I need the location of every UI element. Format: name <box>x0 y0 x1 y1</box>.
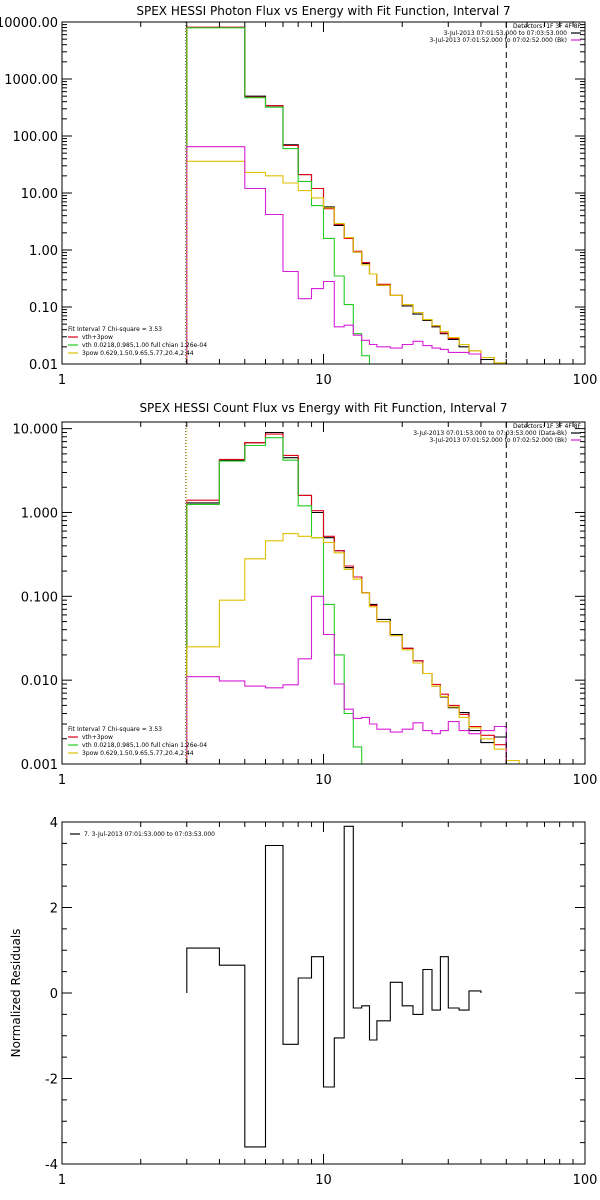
y-tick-label: 0.001 <box>21 758 58 773</box>
legend-header: Fit Interval 7 Chi-square = 3.53 <box>68 326 162 333</box>
legend-detectors-header: Detectors: 1F 3F 4F 8F <box>513 423 582 430</box>
y-tick-label: -2 <box>45 1073 58 1088</box>
legend: Fit Interval 7 Chi-square = 3.53vth+3pow… <box>68 726 207 757</box>
y-tick-label: 0.10 <box>29 301 58 316</box>
y-tick-label: 0 <box>50 987 58 1002</box>
series-group <box>186 825 482 1148</box>
y-axis-label: Normalized Residuals <box>9 929 23 1058</box>
x-tick-label: 1 <box>58 1173 66 1188</box>
legend-label: 7. 3-Jul-2013 07:01:53.000 to 07:03:53.0… <box>84 831 215 838</box>
y-tick-label: -4 <box>45 1158 58 1173</box>
legend-detectors-header: Detectors: 1F 3F 4F 8F <box>513 23 582 30</box>
series-line-5 <box>186 595 507 764</box>
series-line-3 <box>186 437 363 764</box>
x-tick-label: 10 <box>315 773 332 788</box>
legend-detectors-label: 3-Jul-2013 07:01:52.000 to 07:02:52.000 … <box>429 437 567 444</box>
y-tick-label: 10000.00 <box>0 16 58 31</box>
legend-label: vth+3pow <box>82 734 113 741</box>
legend-detectors-label: 3-Jul-2013 07:01:53.000 to 07:03:53.000 … <box>413 430 567 437</box>
chart-panel-3: Normalized Residuals 1 10 100 -4 -2 0 2 4 7. 3-Ju… <box>9 816 597 1188</box>
x-tick-label: 1 <box>58 373 66 388</box>
y-tick-label: 1.000 <box>21 506 58 521</box>
series-line-1 <box>186 431 507 764</box>
series-line-3 <box>186 27 377 364</box>
legend-label: 3pow 0.629,1.50,9.65,5.77,20.4,2.44 <box>82 350 194 357</box>
series-line-4 <box>186 533 533 764</box>
x-tick-label: 100 <box>573 1173 598 1188</box>
legend-header: Fit Interval 7 Chi-square = 3.53 <box>68 726 162 733</box>
legend: 7. 3-Jul-2013 07:01:53.000 to 07:03:53.0… <box>70 831 215 838</box>
x-tick-label: 10 <box>315 1173 332 1188</box>
series-line-1 <box>186 825 482 1148</box>
series-line-5 <box>186 146 482 364</box>
legend-detectors-label: 3-Jul-2013 07:01:53.000 to 07:03:53.000 <box>444 30 568 37</box>
y-tick-label: 0.100 <box>21 590 58 605</box>
legend-detectors: Detectors: 1F 3F 4F 8F3-Jul-2013 07:01:5… <box>413 423 581 444</box>
chart-panel-2: SPEX HESSI Count Flux vs Energy with Fit… <box>13 401 598 788</box>
y-tick-label: 0.01 <box>29 358 58 373</box>
chart-title: SPEX HESSI Count Flux vs Energy with Fit… <box>139 401 507 415</box>
legend: Fit Interval 7 Chi-square = 3.53vth+3pow… <box>68 326 207 357</box>
x-tick-label: 10 <box>315 373 332 388</box>
x-tick-label: 1 <box>58 773 66 788</box>
legend-detectors-label: 3-Jul-2013 07:01:52.000 to 07:02:52.000 … <box>429 37 567 44</box>
chart-panel-1: SPEX HESSI Photon Flux vs Energy with Fi… <box>0 4 597 388</box>
series-line-1 <box>186 26 495 364</box>
series-group <box>186 431 533 764</box>
series-group <box>186 26 533 364</box>
y-tick-label: 0.010 <box>21 674 58 689</box>
legend-label: vth 0.0218,0.985,1.00 full chian 1.26e-0… <box>82 342 207 349</box>
legend-label: vth 0.0218,0.985,1.00 full chian 1.26e-0… <box>82 742 207 749</box>
chart-title: SPEX HESSI Photon Flux vs Energy with Fi… <box>136 4 510 18</box>
legend-detectors: Detectors: 1F 3F 4F 8F3-Jul-2013 07:01:5… <box>429 23 581 44</box>
y-tick-label: 10.00 <box>21 187 58 202</box>
y-tick-label: 1.00 <box>29 244 58 259</box>
y-tick-label: 2 <box>50 902 58 917</box>
y-tick-label: 100.00 <box>13 130 59 145</box>
legend-label: 3pow 0.629,1.50,9.65,5.77,20.4,2.44 <box>82 750 194 757</box>
series-line-4 <box>186 160 533 364</box>
x-tick-label: 100 <box>573 773 598 788</box>
y-tick-label: 4 <box>50 816 58 831</box>
series-line-2 <box>186 26 495 364</box>
x-tick-label: 100 <box>573 373 598 388</box>
legend-label: vth+3pow <box>82 334 113 341</box>
y-tick-label: 10.000 <box>13 423 59 438</box>
y-tick-label: 1000.00 <box>4 73 58 88</box>
series-line-2 <box>186 433 507 764</box>
